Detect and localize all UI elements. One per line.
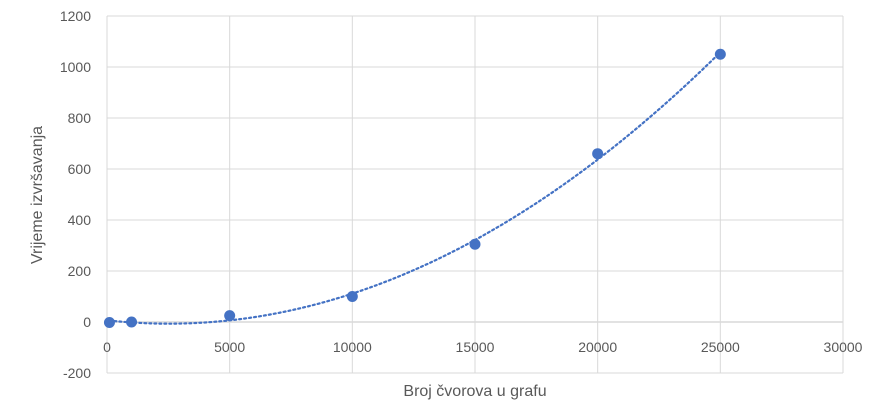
trendline-layer	[108, 51, 722, 325]
data-point	[126, 316, 138, 328]
data-point	[469, 238, 481, 250]
tick-labels: -200 0 200 400 600 800 1000 1200 0 5000 10000 15000…	[60, 8, 863, 381]
y-axis-title: Vrijeme izvršavanja	[29, 126, 46, 264]
data-point	[714, 48, 726, 60]
data-points	[103, 48, 726, 329]
y-tick-label: 1000	[60, 59, 91, 75]
data-point	[592, 148, 604, 160]
x-tick-label: 15000	[456, 339, 495, 355]
x-tick-label: 25000	[701, 339, 740, 355]
data-point	[103, 317, 115, 329]
y-tick-label: 200	[68, 263, 92, 279]
x-tick-label: 10000	[333, 339, 372, 355]
y-tick-label: -200	[63, 365, 91, 381]
trendline	[108, 51, 722, 325]
grid	[106, 15, 844, 374]
x-tick-label: 20000	[578, 339, 617, 355]
y-tick-label: 400	[68, 212, 92, 228]
x-tick-label: 0	[103, 339, 111, 355]
y-tick-label: 800	[68, 110, 92, 126]
y-tick-label: 1200	[60, 8, 91, 24]
data-point	[346, 291, 358, 302]
x-axis-title: Broj čvorova u grafu	[403, 383, 546, 400]
y-tick-label: 600	[68, 161, 92, 177]
x-tick-label: 30000	[824, 339, 863, 355]
data-point	[224, 310, 236, 322]
x-tick-label: 5000	[214, 339, 245, 355]
y-tick-label: 0	[83, 314, 91, 330]
